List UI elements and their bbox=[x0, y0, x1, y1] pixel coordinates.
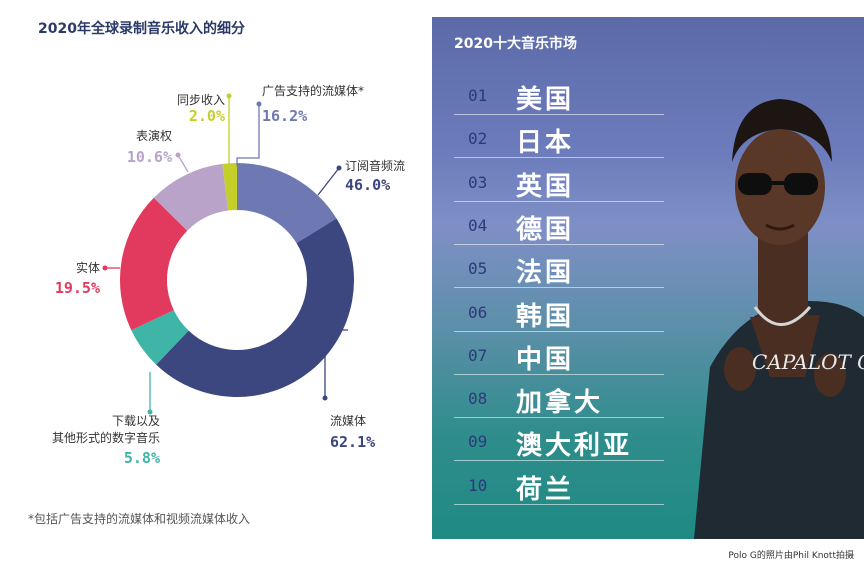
rank-country: 韩国 bbox=[516, 301, 575, 332]
rank-country: 中国 bbox=[516, 344, 575, 375]
donut-slice-0 bbox=[237, 163, 337, 244]
label-2-line2: 其他形式的数字音乐 bbox=[52, 430, 160, 445]
leader-streaming bbox=[324, 329, 348, 398]
label-4: 表演权 bbox=[136, 128, 172, 143]
pct-3: 19.5% bbox=[55, 279, 100, 297]
rank-country: 美国 bbox=[516, 85, 575, 115]
rank-number: 05 bbox=[468, 259, 488, 279]
leader-dot-downloads bbox=[147, 409, 153, 415]
leader-dot-sync bbox=[226, 93, 232, 99]
donut-chart: 广告支持的流媒体* 16.2% 订阅音频流 46.0% 实体 19.5% 表演权 10.6% 同… bbox=[52, 83, 405, 467]
donut-slice-3 bbox=[120, 197, 188, 331]
pct-0: 16.2% bbox=[262, 107, 307, 125]
donut-slice-2 bbox=[131, 310, 189, 365]
rank-row: 05 法国 bbox=[454, 247, 664, 289]
rank-number: 07 bbox=[468, 345, 488, 365]
pendant-text: CAPALOT G bbox=[752, 350, 864, 374]
donut-slice-4 bbox=[153, 163, 229, 231]
leader-dot-ad-streaming bbox=[256, 101, 262, 107]
rank-row: 04 德国 bbox=[454, 204, 664, 245]
label-2-line1: 下载以及 bbox=[112, 414, 160, 428]
rank-number: 03 bbox=[468, 172, 488, 192]
rank-number: 08 bbox=[468, 389, 488, 409]
leader-subscription bbox=[317, 167, 340, 196]
photo-credit: Polo G的照片由Phil Knott拍摄 bbox=[728, 551, 854, 561]
leader-performance bbox=[177, 154, 189, 173]
rank-number: 06 bbox=[468, 302, 488, 322]
label-5: 同步收入 bbox=[177, 93, 225, 107]
rank-number: 09 bbox=[468, 432, 488, 452]
donut-slice-1 bbox=[156, 218, 354, 398]
rank-country: 加拿大 bbox=[516, 388, 604, 419]
rank-row: 01 美国 bbox=[454, 74, 664, 115]
pct-5: 2.0% bbox=[189, 107, 225, 125]
top-markets-title: 2020十大音乐市场 bbox=[454, 36, 577, 52]
rank-country: 澳大利亚 bbox=[516, 431, 633, 462]
leader-ad-streaming bbox=[236, 104, 260, 166]
rank-country: 日本 bbox=[516, 128, 575, 159]
rank-row: 08 加拿大 bbox=[454, 377, 664, 419]
leader-dot-subscription bbox=[336, 165, 342, 171]
rank-row: 02 日本 bbox=[454, 117, 664, 159]
label-streaming-total: 流媒体 bbox=[330, 414, 366, 428]
label-1: 订阅音频流 bbox=[345, 158, 405, 173]
rank-row: 06 韩国 bbox=[454, 291, 664, 332]
rank-number: 04 bbox=[468, 215, 488, 235]
left-chart-title: 2020年全球录制音乐收入的细分 bbox=[38, 21, 245, 37]
leader-dot-performance bbox=[175, 152, 181, 158]
rank-country: 德国 bbox=[516, 214, 575, 245]
label-0: 广告支持的流媒体* bbox=[262, 83, 364, 98]
pct-4: 10.6% bbox=[127, 148, 172, 166]
leader-dot-streaming bbox=[322, 395, 328, 401]
rank-row: 09 澳大利亚 bbox=[454, 420, 664, 462]
rank-row: 07 中国 bbox=[454, 334, 664, 375]
leader-dot-physical bbox=[102, 265, 108, 271]
label-3: 实体 bbox=[76, 260, 100, 275]
donut-slice-5 bbox=[222, 163, 237, 211]
artist-photo: CAPALOT G bbox=[694, 99, 864, 539]
pct-1: 46.0% bbox=[345, 176, 390, 194]
top-markets-panel: 2020十大音乐市场 CAPALOT G 01 美国 02 日本 03 英国 04 德国 05 法… bbox=[432, 17, 864, 539]
rank-country: 英国 bbox=[516, 171, 575, 202]
rank-number: 02 bbox=[468, 129, 488, 149]
pct-2: 5.8% bbox=[124, 449, 160, 467]
rank-country: 荷兰 bbox=[516, 474, 575, 505]
rank-number: 01 bbox=[468, 86, 488, 105]
rank-country: 法国 bbox=[516, 258, 575, 289]
rank-row: 03 英国 bbox=[454, 161, 664, 202]
pct-streaming-total: 62.1% bbox=[330, 433, 375, 451]
rank-number: 10 bbox=[468, 475, 488, 495]
rank-row: 10 荷兰 bbox=[454, 464, 664, 505]
footnote: *包括广告支持的流媒体和视频流媒体收入 bbox=[28, 512, 251, 526]
